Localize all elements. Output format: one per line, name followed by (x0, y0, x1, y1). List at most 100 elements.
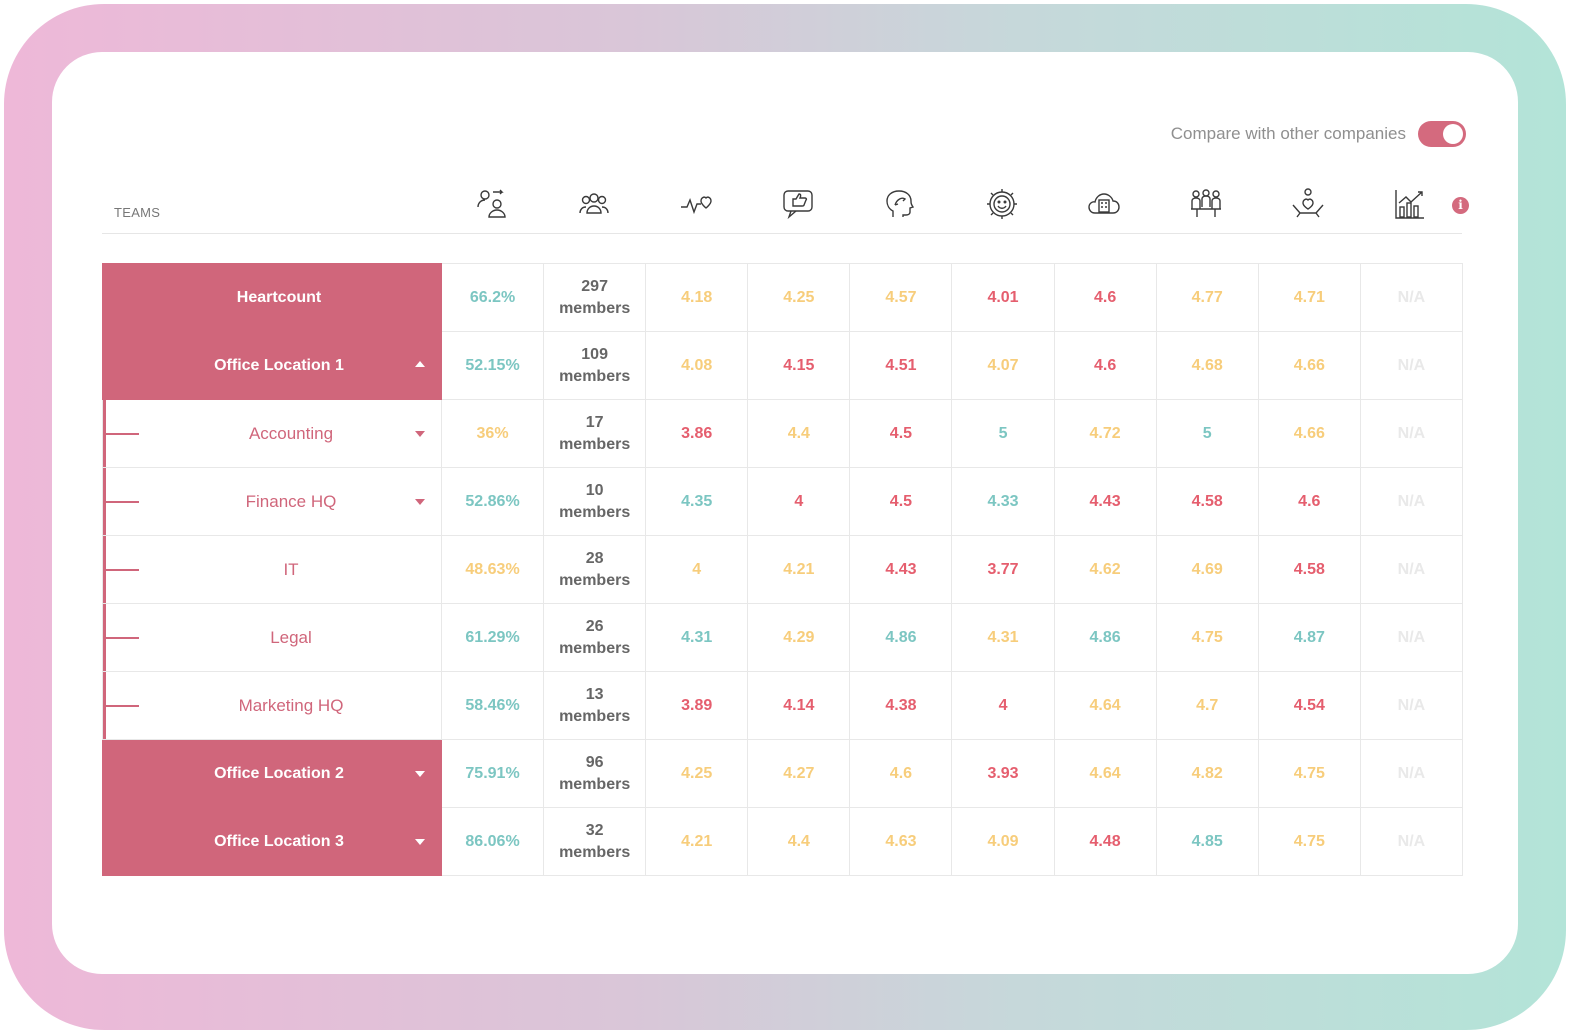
score-cell: 4.43 (849, 535, 953, 604)
expand-caret-icon[interactable] (415, 839, 425, 845)
score-cell: 4.31 (951, 603, 1055, 672)
tree-branch (106, 501, 139, 503)
expand-caret-icon[interactable] (415, 431, 425, 437)
team-name: Legal (270, 627, 312, 647)
members-word: members (559, 503, 631, 521)
score-cell: N/A (1359, 535, 1464, 604)
members-word: members (559, 639, 631, 657)
team-name-cell[interactable]: Legal (102, 603, 442, 672)
team-name: Accounting (248, 423, 334, 443)
score-cell: 4.64 (1053, 671, 1157, 740)
score-cell: 4.82 (1155, 739, 1259, 808)
team-row[interactable]: IT 48.63% 28 members 4 4.21 4.43 3.77 4.62 4.69 4.… (102, 535, 1464, 604)
tree-line (103, 672, 106, 739)
expand-caret-icon[interactable] (415, 499, 425, 505)
score-cell: 4.25 (645, 739, 749, 808)
team-name: IT (283, 559, 299, 579)
score-cell: 5 (951, 399, 1055, 468)
team-name-cell[interactable]: Finance HQ (102, 467, 442, 536)
mind-icon[interactable] (880, 184, 920, 224)
score-cell: 4.86 (849, 603, 953, 672)
members-word: members (559, 775, 631, 793)
score-cell: N/A (1359, 603, 1464, 672)
score-cell: 4.38 (849, 671, 953, 740)
heartbeat-icon[interactable] (676, 184, 716, 224)
score-cell: 4.5 (849, 467, 953, 536)
group-row[interactable]: Office Location 2 75.91% 96 members 4.25 4.27… (102, 739, 1464, 808)
participation-cell: 52.86% (440, 467, 545, 536)
score-cell: 4.6 (1053, 263, 1157, 332)
score-cell: 4.71 (1257, 263, 1361, 332)
info-icon[interactable]: i (1452, 197, 1469, 214)
score-cell: N/A (1359, 467, 1464, 536)
team-name-cell[interactable]: Office Location 1 (102, 331, 442, 400)
workplace-cloud-icon[interactable] (1084, 184, 1124, 224)
score-cell: 4.31 (645, 603, 749, 672)
score-cell: 4.58 (1155, 467, 1259, 536)
members-count: 17 (585, 413, 604, 431)
participation-cell: 48.63% (440, 535, 545, 604)
members-word: members (559, 367, 631, 385)
members-word: members (559, 843, 631, 861)
score-cell: 4.6 (849, 739, 953, 808)
members-cell: 26 members (543, 603, 647, 672)
participation-cell: 86.06% (440, 807, 545, 876)
score-cell: 3.77 (951, 535, 1055, 604)
score-cell: 4.51 (849, 331, 953, 400)
score-cell: 4.21 (747, 535, 851, 604)
participation-cell: 66.2% (440, 263, 545, 332)
members-icon[interactable] (574, 184, 614, 224)
score-cell: 4.72 (1053, 399, 1157, 468)
score-cell: N/A (1359, 739, 1464, 808)
team-name-cell[interactable]: IT (102, 535, 442, 604)
team-row[interactable]: Accounting 36% 17 members 3.86 4.4 4.5 5 4.72 5 4.… (102, 399, 1464, 468)
score-cell: N/A (1359, 671, 1464, 740)
team-row[interactable]: Marketing HQ 58.46% 13 members 3.89 4.14 4.38 4… (102, 671, 1464, 740)
participation-cell: 52.15% (440, 331, 545, 400)
members-word: members (559, 571, 631, 589)
expand-caret-icon[interactable] (415, 771, 425, 777)
score-cell: N/A (1359, 807, 1464, 876)
team-name-cell[interactable]: Office Location 3 (102, 807, 442, 876)
members-word: members (559, 299, 631, 317)
team-meeting-icon[interactable] (1186, 184, 1226, 224)
satisfaction-gear-icon[interactable] (982, 184, 1022, 224)
tree-line (103, 400, 106, 467)
members-cell: 109 members (543, 331, 647, 400)
score-cell: 4.6 (1053, 331, 1157, 400)
team-name-cell[interactable]: Accounting (102, 399, 442, 468)
team-row[interactable]: Legal 61.29% 26 members 4.31 4.29 4.86 4.31 4.86… (102, 603, 1464, 672)
score-cell: 4.27 (747, 739, 851, 808)
team-name-cell[interactable]: Heartcount (102, 263, 442, 332)
compare-toggle[interactable] (1418, 121, 1466, 147)
group-row[interactable]: Office Location 3 86.06% 32 members 4.21 4.4 4… (102, 807, 1464, 876)
team-name-cell[interactable]: Office Location 2 (102, 739, 442, 808)
team-name-cell[interactable]: Marketing HQ (102, 671, 442, 740)
participation-icon[interactable] (472, 184, 512, 224)
score-cell: 4.08 (645, 331, 749, 400)
feedback-icon[interactable] (778, 184, 818, 224)
score-cell: 4.6 (1257, 467, 1361, 536)
team-row[interactable]: Finance HQ 52.86% 10 members 4.35 4 4.5 4.33 4.4… (102, 467, 1464, 536)
members-cell: 32 members (543, 807, 647, 876)
members-count: 109 (581, 345, 608, 363)
score-cell: 4.33 (951, 467, 1055, 536)
group-row[interactable]: Office Location 1 52.15% 109 members 4.08 4.1… (102, 331, 1464, 400)
tree-branch (106, 569, 139, 571)
tree-line (103, 468, 106, 535)
score-cell: 4.75 (1257, 807, 1361, 876)
group-row[interactable]: Heartcount 66.2% 297 members 4.18 4.25 4.57 4.0… (102, 263, 1464, 332)
wellbeing-hands-icon[interactable] (1288, 184, 1328, 224)
members-word: members (559, 435, 631, 453)
collapse-caret-icon[interactable] (415, 361, 425, 367)
team-name: Office Location 1 (214, 356, 344, 374)
score-cell: 4.35 (645, 467, 749, 536)
score-cell: 5 (1155, 399, 1259, 468)
score-cell: 4.86 (1053, 603, 1157, 672)
members-cell: 28 members (543, 535, 647, 604)
members-count: 32 (585, 821, 604, 839)
score-cell: 4.7 (1155, 671, 1259, 740)
score-cell: 4.66 (1257, 331, 1361, 400)
growth-chart-icon[interactable] (1390, 184, 1430, 224)
score-cell: 4.15 (747, 331, 851, 400)
